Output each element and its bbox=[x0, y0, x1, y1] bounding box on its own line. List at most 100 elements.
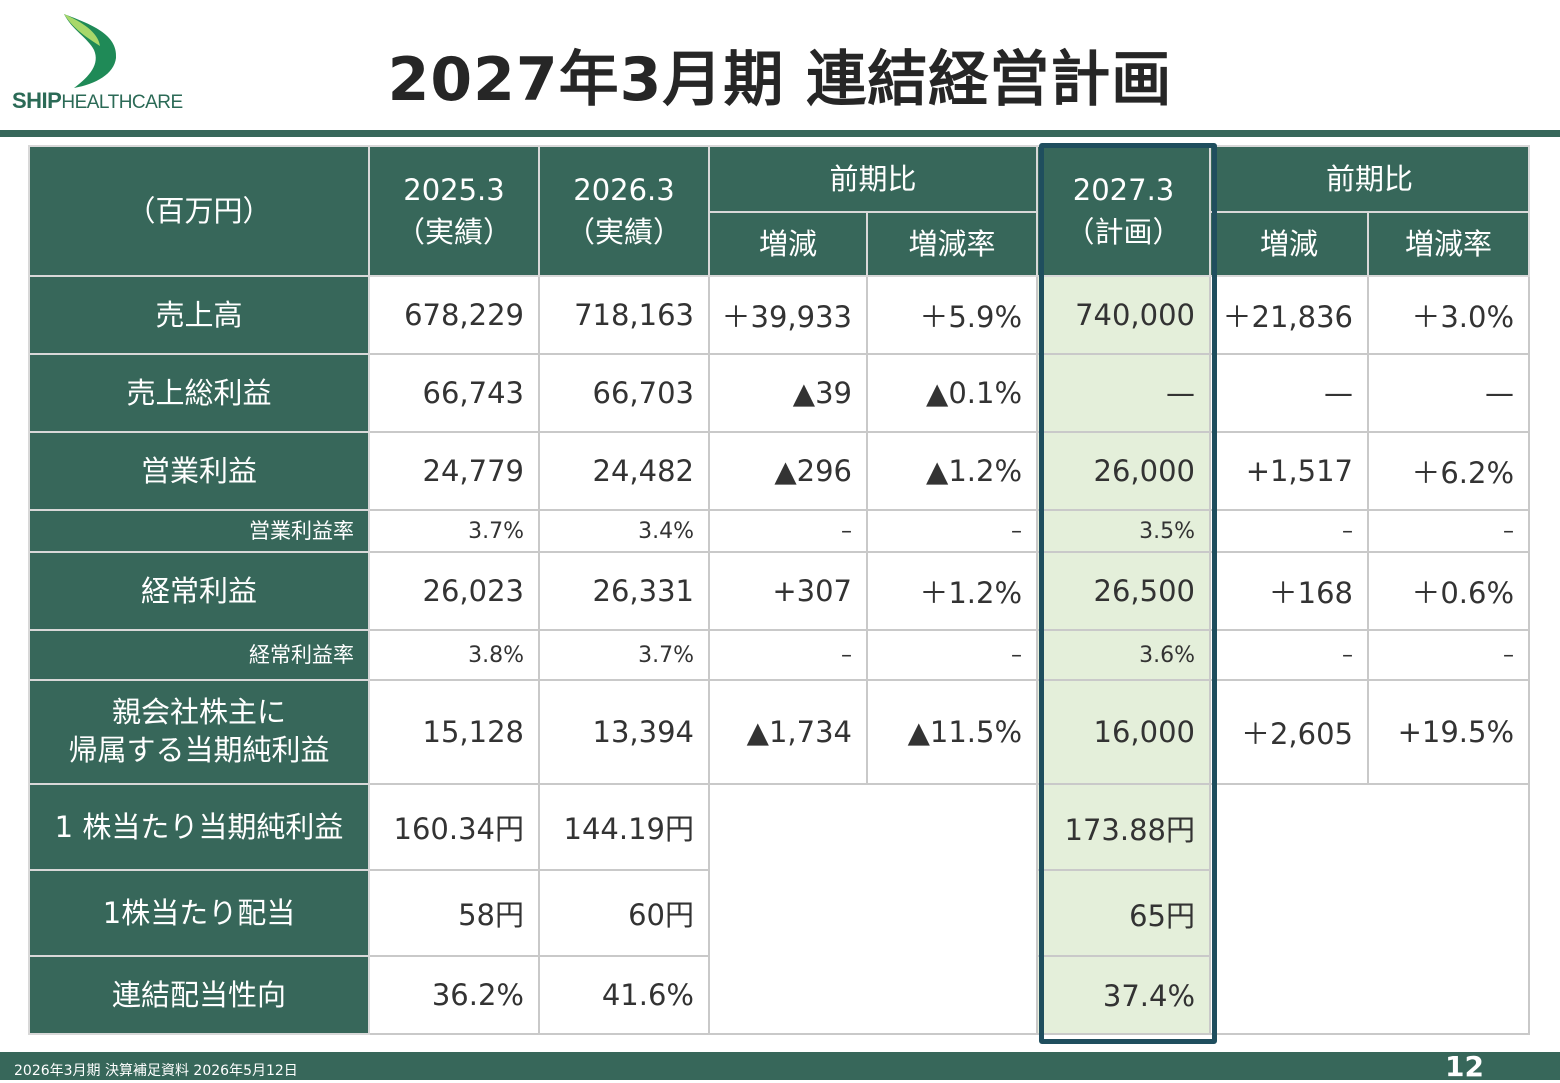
cell-2026: 26,331 bbox=[538, 551, 710, 631]
header-2025-kind: （実績） bbox=[395, 215, 512, 249]
cell-rate-1: – bbox=[865, 629, 1039, 681]
row-label: 親会社株主に 帰属する当期純利益 bbox=[28, 679, 370, 785]
footer-bar: 2026年3月期 決算補足資料 2026年5月12日 bbox=[0, 1052, 1560, 1080]
row-label: 経常利益率 bbox=[28, 629, 370, 681]
cell-rate-1: ▲1.2% bbox=[865, 431, 1039, 511]
cell-change-2: – bbox=[1209, 509, 1370, 553]
cell-2025: 160.34円 bbox=[368, 783, 540, 871]
cell-plan-2027: 3.6% bbox=[1036, 629, 1212, 681]
cell-plan-2027: 3.5% bbox=[1036, 509, 1212, 553]
table-row: 連結配当性向 36.2% 41.6% 37.4% bbox=[28, 955, 1529, 1035]
cell-plan-2027: 26,500 bbox=[1036, 551, 1212, 631]
table-row: 経常利益率 3.8% 3.7% – – 3.6% – – bbox=[28, 629, 1531, 681]
row-label: 経常利益 bbox=[28, 551, 370, 631]
leaf-logo-icon bbox=[64, 14, 117, 88]
cell-2026: 3.7% bbox=[538, 629, 710, 681]
cell-plan-2027: 740,000 bbox=[1036, 275, 1212, 355]
page-title: 2027年3月期 連結経営計画 bbox=[387, 45, 1173, 115]
row-label: 1株当たり配当 bbox=[28, 869, 370, 957]
logo-wordmark-bold: SHIP bbox=[12, 88, 62, 113]
cell-change-1: – bbox=[708, 629, 868, 681]
cell-plan-2027: 65円 bbox=[1036, 869, 1212, 957]
row-label-line: 帰属する当期純利益 bbox=[68, 733, 330, 767]
cell-2026: 24,482 bbox=[538, 431, 710, 511]
cell-change-1: – bbox=[708, 509, 868, 553]
cell-2025: 678,229 bbox=[368, 275, 540, 355]
header-change-2: 増減 bbox=[1209, 211, 1370, 277]
cell-2026: 13,394 bbox=[538, 679, 710, 785]
cell-change-1: ＋39,933 bbox=[708, 275, 868, 355]
header-2025: 2025.3 （実績） bbox=[368, 145, 540, 277]
cell-rate-2: ＋3.0% bbox=[1367, 275, 1531, 355]
row-label-line: 親会社株主に bbox=[111, 695, 286, 730]
cell-change-1: ▲39 bbox=[708, 353, 868, 433]
row-label: 売上高 bbox=[28, 275, 370, 355]
title-divider bbox=[0, 130, 1560, 137]
row-label: 売上総利益 bbox=[28, 353, 370, 433]
cell-rate-1: ＋1.2% bbox=[865, 551, 1039, 631]
cell-rate-2: – bbox=[1367, 509, 1531, 553]
cell-change-2: ＋168 bbox=[1209, 551, 1370, 631]
cell-rate-2: +19.5% bbox=[1367, 679, 1531, 785]
row-label: 営業利益率 bbox=[28, 509, 370, 553]
header-rate-1: 増減率 bbox=[865, 211, 1039, 277]
consolidated-plan-table: （百万円） 2025.3 （実績） 2026.3 （実績） 前期比 2027.3… bbox=[28, 145, 1531, 1035]
cell-change-1: ▲296 bbox=[708, 431, 868, 511]
cell-rate-2: – bbox=[1367, 629, 1531, 681]
table-row: 売上高 678,229 718,163 ＋39,933 ＋5.9% 740,00… bbox=[28, 275, 1531, 355]
header-2025-year: 2025.3 bbox=[403, 172, 505, 207]
cell-2025: 58円 bbox=[368, 869, 540, 957]
cell-2025: 26,023 bbox=[368, 551, 540, 631]
cell-plan-2027: 173.88円 bbox=[1036, 783, 1212, 871]
cell-rate-2: ＋0.6% bbox=[1367, 551, 1531, 631]
header-2026-kind: （実績） bbox=[565, 215, 682, 249]
header-rate-2: 増減率 bbox=[1367, 211, 1531, 277]
table-row: 経常利益 26,023 26,331 +307 ＋1.2% 26,500 ＋16… bbox=[28, 551, 1531, 631]
empty-compare-block-2 bbox=[1209, 783, 1531, 1035]
table-row: 1 株当たり当期純利益 160.34円 144.19円 173.88円 bbox=[28, 783, 1531, 1035]
cell-plan-2027: 16,000 bbox=[1036, 679, 1212, 785]
cell-2025: 66,743 bbox=[368, 353, 540, 433]
page-number: 12 bbox=[1445, 1050, 1484, 1083]
cell-change-2: ＋2,605 bbox=[1209, 679, 1370, 785]
cell-change-2: — bbox=[1209, 353, 1370, 433]
cell-plan-2027: 37.4% bbox=[1036, 955, 1212, 1035]
cell-change-1: +307 bbox=[708, 551, 868, 631]
cell-2026: 144.19円 bbox=[538, 783, 710, 871]
logo-wordmark: SHIPHEALTHCARE bbox=[12, 88, 183, 114]
cell-change-2: – bbox=[1209, 629, 1370, 681]
cell-2025: 15,128 bbox=[368, 679, 540, 785]
cell-rate-2: — bbox=[1367, 353, 1531, 433]
cell-2025: 24,779 bbox=[368, 431, 540, 511]
cell-2026: 3.4% bbox=[538, 509, 710, 553]
cell-2025: 3.7% bbox=[368, 509, 540, 553]
cell-change-2: +1,517 bbox=[1209, 431, 1370, 511]
cell-2026: 60円 bbox=[538, 869, 710, 957]
header-compare-prev-2: 前期比 bbox=[1209, 145, 1531, 213]
header-2027-year: 2027.3 bbox=[1072, 172, 1175, 207]
cell-2025: 3.8% bbox=[368, 629, 540, 681]
header-2027: 2027.3 （計画） bbox=[1036, 145, 1212, 277]
header-2026-year: 2026.3 bbox=[573, 172, 675, 207]
logo-wordmark-light: HEALTHCARE bbox=[61, 92, 183, 113]
header-unit: （百万円） bbox=[28, 145, 370, 277]
header-compare-prev-1: 前期比 bbox=[707, 145, 1039, 213]
header-2026: 2026.3 （実績） bbox=[538, 145, 710, 277]
cell-rate-1: ▲11.5% bbox=[865, 679, 1039, 785]
cell-change-2: ＋21,836 bbox=[1209, 275, 1370, 355]
table-row: 売上総利益 66,743 66,703 ▲39 ▲0.1% — — — bbox=[28, 353, 1531, 433]
cell-change-1: ▲1,734 bbox=[708, 679, 868, 785]
cell-2026: 41.6% bbox=[538, 955, 710, 1035]
table-row: 親会社株主に 帰属する当期純利益 15,128 13,394 ▲1,734 ▲1… bbox=[28, 679, 1531, 785]
cell-rate-1: – bbox=[865, 509, 1039, 553]
cell-2026: 66,703 bbox=[538, 353, 710, 433]
cell-2025: 36.2% bbox=[368, 955, 540, 1035]
cell-2026: 718,163 bbox=[538, 275, 710, 355]
cell-plan-2027: — bbox=[1036, 353, 1212, 433]
table-row: 営業利益 24,779 24,482 ▲296 ▲1.2% 26,000 +1,… bbox=[28, 431, 1531, 511]
cell-plan-2027: 26,000 bbox=[1036, 431, 1212, 511]
cell-rate-1: ▲0.1% bbox=[865, 353, 1039, 433]
company-logo: SHIPHEALTHCARE bbox=[10, 8, 183, 118]
cell-rate-1: ＋5.9% bbox=[865, 275, 1039, 355]
row-label: 営業利益 bbox=[28, 431, 370, 511]
